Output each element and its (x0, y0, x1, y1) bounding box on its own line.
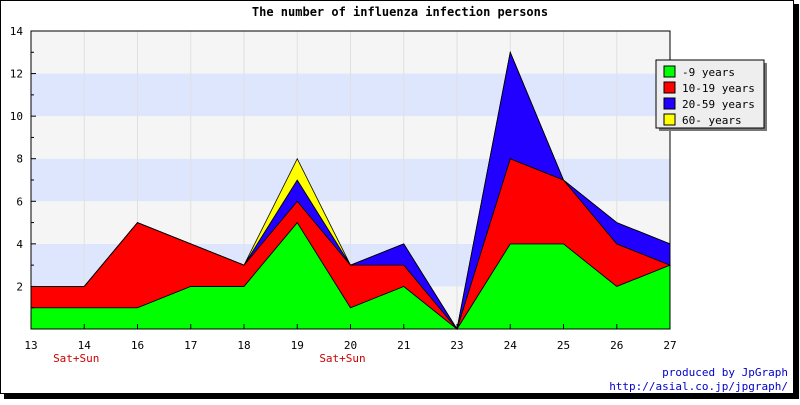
legend-swatch (663, 97, 676, 110)
x-tick-label: 24 (504, 339, 518, 352)
weekend-label: Sat+Sun (319, 352, 365, 365)
legend-swatch (663, 81, 676, 94)
axes (30, 30, 671, 330)
legend-swatch (663, 65, 676, 78)
legend-label: 60- years (682, 114, 742, 127)
chart-title: The number of influenza infection person… (252, 5, 548, 19)
credit-line-1: produced by JpGraph (662, 366, 788, 379)
weekend-labels: Sat+Sun Sat+Sun (53, 352, 366, 365)
legend-label: -9 years (682, 66, 735, 79)
y-tick-label: 2 (16, 280, 23, 293)
y-tick-labels: 2 4 6 8 10 12 14 (10, 25, 24, 293)
weekend-label: Sat+Sun (53, 352, 99, 365)
x-tick-label: 14 (78, 339, 92, 352)
x-tick-label: 25 (557, 339, 570, 352)
x-tick-label: 17 (184, 339, 197, 352)
credit-line-2[interactable]: http://asial.co.jp/jpgraph/ (609, 380, 788, 393)
y-tick-label: 8 (16, 153, 23, 166)
x-tick-label: 16 (131, 339, 144, 352)
x-tick-label: 18 (237, 339, 250, 352)
legend: -9 years 10-19 years 20-59 years 60- years (655, 59, 767, 131)
y-tick-label: 10 (10, 110, 23, 123)
legend-label: 10-19 years (682, 82, 755, 95)
x-tick-label: 21 (397, 339, 410, 352)
y-tick-label: 6 (16, 195, 23, 208)
x-tick-label: 23 (450, 339, 463, 352)
x-tick-label: 20 (344, 339, 357, 352)
x-tick-label: 26 (610, 339, 623, 352)
y-tick-label: 12 (10, 68, 23, 81)
x-tick-labels: 13 14 16 17 18 19 20 21 23 24 25 26 27 (24, 339, 676, 352)
legend-swatch (663, 113, 676, 126)
legend-label: 20-59 years (682, 98, 755, 111)
x-tick-label: 19 (291, 339, 304, 352)
x-tick-label: 27 (663, 339, 676, 352)
y-tick-label: 14 (10, 25, 24, 38)
y-tick-label: 4 (16, 238, 23, 251)
x-tick-label: 13 (24, 339, 37, 352)
